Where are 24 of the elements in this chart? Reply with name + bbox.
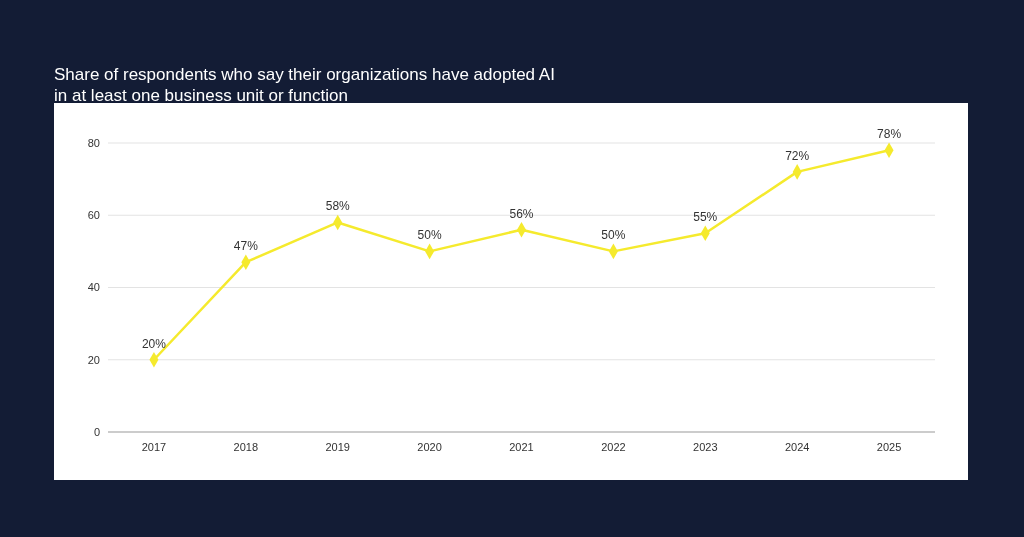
x-tick-label: 2020 [417,440,442,453]
data-label: 50% [601,228,626,243]
chart-title: Share of respondents who say their organizations have adopted AI in at least one business unit or function [54,65,555,105]
data-label: 78% [877,127,902,142]
data-label: 56% [509,206,534,221]
x-tick-label: 2021 [509,440,534,453]
data-label: 72% [785,148,810,163]
y-tick-label: 0 [93,425,100,438]
x-tick-label: 2023 [693,440,718,453]
y-tick-label: 40 [87,281,100,294]
x-tick-label: 2025 [876,440,902,453]
data-label: 50% [417,228,442,243]
x-tick-label: 2024 [784,440,810,453]
data-label: 20% [141,336,167,351]
data-label: 47% [233,239,259,254]
x-tick-label: 2018 [233,440,259,453]
x-tick-label: 2022 [601,440,626,453]
x-tick-label: 2019 [325,440,350,453]
y-tick-label: 20 [87,353,100,366]
y-tick-label: 80 [87,136,100,149]
y-tick-label: 60 [87,209,100,222]
x-tick-label: 2017 [141,440,167,453]
data-label: 55% [693,210,718,225]
data-label: 58% [325,199,351,214]
